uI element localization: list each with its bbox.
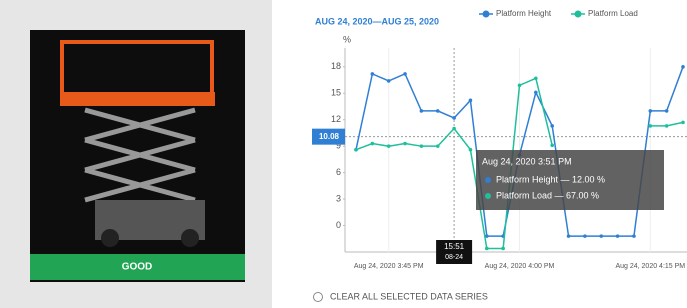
- data-point: [436, 109, 440, 113]
- y-tick-label: 12: [331, 114, 341, 124]
- data-point: [387, 79, 391, 83]
- data-point: [665, 109, 669, 113]
- data-point: [387, 144, 391, 148]
- screen: GOOD AUG 24, 2020—AUG 25, 2020 CLEAR ALL…: [0, 0, 687, 308]
- tooltip-marker: [485, 193, 491, 199]
- data-point: [649, 124, 653, 128]
- date-range[interactable]: AUG 24, 2020—AUG 25, 2020: [315, 16, 439, 26]
- legend-label[interactable]: Platform Load: [588, 9, 638, 18]
- tooltip-title: Aug 24, 2020 3:51 PM: [482, 156, 572, 166]
- data-point: [403, 142, 407, 146]
- data-point: [371, 142, 375, 146]
- data-point: [436, 144, 440, 148]
- data-point: [371, 72, 375, 76]
- data-point: [632, 234, 636, 238]
- data-point: [485, 247, 489, 251]
- crosshair-time: 15:51: [444, 242, 465, 251]
- x-tick-label: Aug 24, 2020 3:45 PM: [354, 263, 424, 270]
- data-point: [469, 148, 473, 152]
- data-point: [534, 91, 538, 95]
- data-point: [649, 109, 653, 113]
- y-tick-label: 0: [336, 220, 341, 230]
- x-tick-label: Aug 24, 2020 4:15 PM: [615, 263, 685, 270]
- y-tick-label: 18: [331, 61, 341, 71]
- data-point: [420, 109, 424, 113]
- data-point: [420, 144, 424, 148]
- data-point: [567, 234, 571, 238]
- data-point: [518, 84, 522, 88]
- data-point: [452, 127, 456, 131]
- data-point: [681, 65, 685, 69]
- data-point: [469, 99, 473, 103]
- legend-label[interactable]: Platform Height: [496, 9, 552, 18]
- y-tick-label: 3: [336, 193, 341, 203]
- data-point: [550, 124, 554, 128]
- data-point: [665, 124, 669, 128]
- data-point: [599, 234, 603, 238]
- data-point: [616, 234, 620, 238]
- data-point: [501, 247, 505, 251]
- data-point: [534, 76, 538, 80]
- crosshair-date: 08-24: [445, 254, 463, 261]
- data-point: [550, 144, 554, 148]
- y-axis-label: %: [343, 34, 351, 44]
- x-tick-label: Aug 24, 2020 4:00 PM: [485, 263, 555, 270]
- y-tick-label: 15: [331, 88, 341, 98]
- tooltip-marker: [485, 177, 491, 183]
- current-value-label: 10.08: [319, 132, 340, 141]
- data-point: [583, 234, 587, 238]
- status-label: GOOD: [122, 262, 153, 273]
- tooltip-line: Platform Height — 12.00 %: [496, 174, 605, 184]
- data-point: [403, 72, 407, 76]
- tooltip-line: Platform Load — 67.00 %: [496, 190, 599, 200]
- data-point: [452, 116, 456, 120]
- clear-button[interactable]: CLEAR ALL SELECTED DATA SERIES: [330, 291, 488, 301]
- data-point: [354, 148, 358, 152]
- y-tick-label: 6: [336, 167, 341, 177]
- data-point: [681, 121, 685, 125]
